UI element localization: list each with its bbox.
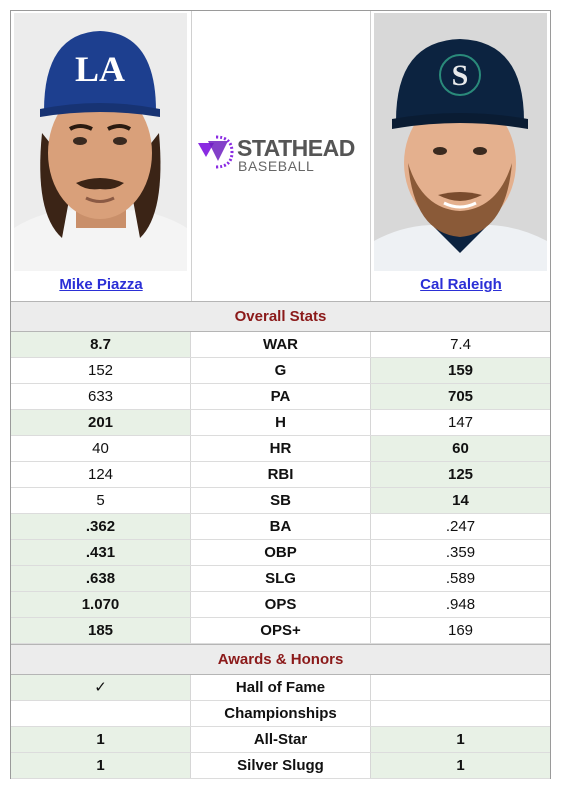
- table-row: 201 H 147: [11, 410, 550, 436]
- left-value-cell: .638: [11, 566, 191, 591]
- stat-label-cell: Championships: [191, 701, 371, 726]
- stat-label-cell: BA: [191, 514, 371, 539]
- right-value-cell: .359: [445, 544, 476, 561]
- table-row: 1 All-Star 1: [11, 727, 550, 753]
- player-left-name-link[interactable]: Mike Piazza: [59, 276, 143, 293]
- logo-subtitle: BASEBALL: [238, 158, 315, 174]
- player-right-name-link[interactable]: Cal Raleigh: [420, 276, 502, 293]
- stat-label-cell: H: [191, 410, 371, 435]
- stathead-mark-icon: [198, 135, 234, 169]
- left-value-cell: 1: [11, 753, 191, 778]
- stat-label-cell: WAR: [191, 332, 371, 357]
- stathead-logo[interactable]: STATHEAD BASEBALL: [194, 129, 370, 175]
- left-value-cell: 5: [11, 488, 191, 513]
- left-value-cell: 40: [11, 436, 191, 461]
- stat-label-cell: Hall of Fame: [191, 675, 371, 700]
- right-value-cell: 147: [447, 414, 474, 431]
- stat-label-cell: RBI: [191, 462, 371, 487]
- section-awards-honors: Awards & Honors: [11, 644, 550, 675]
- right-value-cell: [371, 701, 550, 726]
- stat-label-cell: All-Star: [191, 727, 371, 752]
- right-value-cell: .948: [445, 596, 476, 613]
- left-value-cell: ✓: [11, 675, 191, 700]
- stat-label-cell: HR: [191, 436, 371, 461]
- right-value-cell: 7.4: [450, 336, 471, 353]
- right-value-cell: 125: [371, 462, 550, 487]
- player-left-column: LA Mike Piazza: [11, 11, 192, 301]
- table-row: 124 RBI 125: [11, 462, 550, 488]
- right-value-cell: [371, 675, 550, 700]
- left-value-cell: 185: [11, 618, 191, 643]
- table-row: 5 SB 14: [11, 488, 550, 514]
- left-value-cell: 1: [11, 727, 191, 752]
- table-row: 185 OPS+ 169: [11, 618, 550, 644]
- left-value-cell: 124: [11, 462, 191, 487]
- left-value-cell: [11, 701, 191, 726]
- right-value-cell: 60: [371, 436, 550, 461]
- stat-label-cell: OPS: [191, 592, 371, 617]
- left-value-cell: 201: [11, 410, 191, 435]
- stat-label-cell: OBP: [191, 540, 371, 565]
- left-value-cell: .431: [11, 540, 191, 565]
- table-row: 152 G 159: [11, 358, 550, 384]
- stat-label-cell: OPS+: [191, 618, 371, 643]
- player-left-photo: LA: [14, 13, 187, 271]
- stat-label-cell: SB: [191, 488, 371, 513]
- table-row: .431 OBP .359: [11, 540, 550, 566]
- right-value-cell: 1: [371, 753, 550, 778]
- right-value-cell: 1: [371, 727, 550, 752]
- right-value-cell: 169: [447, 622, 474, 639]
- right-value-cell: .589: [445, 570, 476, 587]
- cap-logo-left: LA: [75, 49, 125, 89]
- player-right-photo: S: [374, 13, 547, 271]
- table-row: 633 PA 705: [11, 384, 550, 410]
- table-row: ✓ Hall of Fame: [11, 675, 550, 701]
- table-row: 40 HR 60: [11, 436, 550, 462]
- table-row: .362 BA .247: [11, 514, 550, 540]
- left-value-cell: 1.070: [11, 592, 191, 617]
- player-right-column: S Cal Raleigh: [370, 11, 551, 301]
- left-value-cell: 633: [11, 384, 191, 409]
- table-row: 1 Silver Slugg 1: [11, 753, 550, 779]
- table-row: 8.7 WAR 7.4: [11, 332, 550, 358]
- stat-label-cell: G: [191, 358, 371, 383]
- stat-label-cell: SLG: [191, 566, 371, 591]
- right-value-cell: 705: [371, 384, 550, 409]
- right-value-cell: .247: [445, 518, 476, 535]
- left-value-cell: .362: [11, 514, 191, 539]
- right-value-cell: 14: [371, 488, 550, 513]
- section-overall-stats: Overall Stats: [11, 301, 550, 332]
- player-header: LA Mike Piazza STATHEAD BASEBALL: [11, 11, 550, 301]
- cap-logo-right: S: [452, 59, 469, 92]
- table-row: .638 SLG .589: [11, 566, 550, 592]
- stat-label-cell: Silver Slugg: [191, 753, 371, 778]
- left-value-cell: 8.7: [11, 332, 191, 357]
- left-value-cell: 152: [11, 358, 191, 383]
- logo-title: STATHEAD: [237, 135, 355, 161]
- table-row: Championships: [11, 701, 550, 727]
- table-row: 1.070 OPS .948: [11, 592, 550, 618]
- right-value-cell: 159: [371, 358, 550, 383]
- stat-label-cell: PA: [191, 384, 371, 409]
- comparison-card: LA Mike Piazza STATHEAD BASEBALL: [10, 10, 551, 779]
